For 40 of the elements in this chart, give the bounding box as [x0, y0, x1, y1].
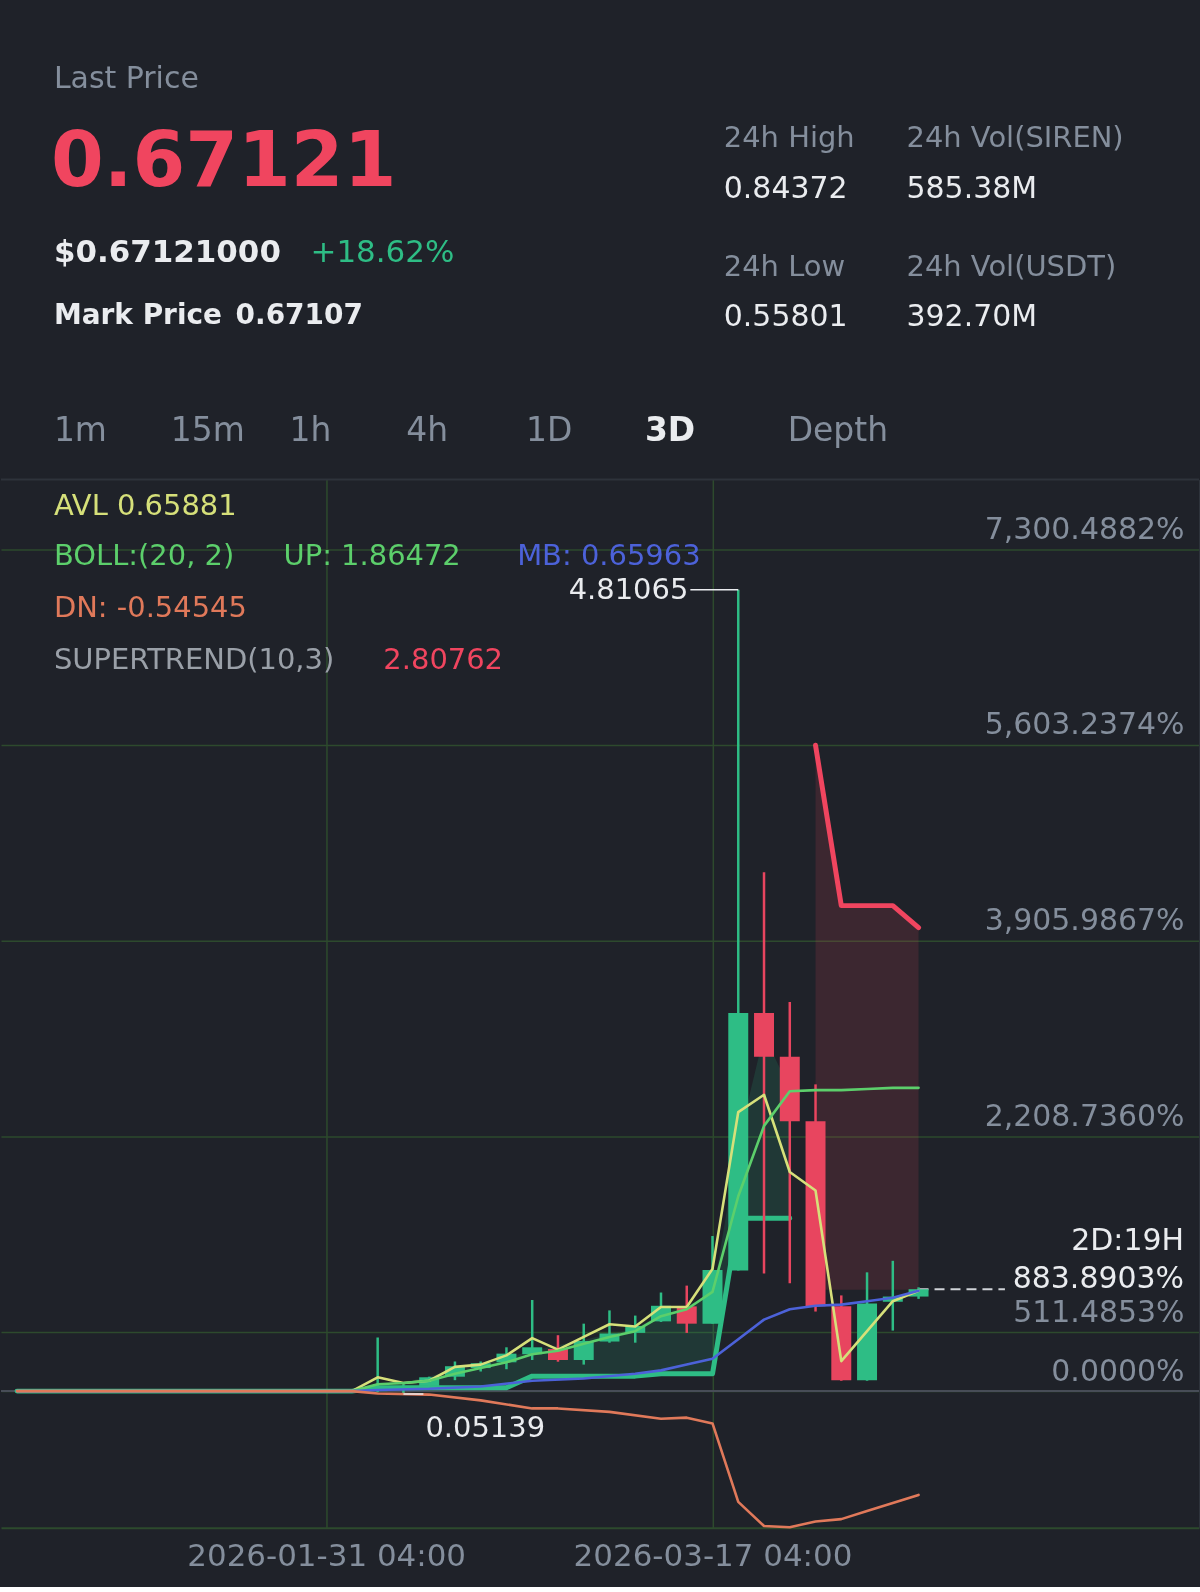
y-tick-label: 2,208.7360% — [984, 1097, 1185, 1133]
text: 2.80762 — [383, 642, 504, 677]
text: 0.84372 — [723, 169, 848, 205]
text: 3D — [644, 409, 696, 449]
text: 1D — [526, 409, 573, 449]
text: 15m — [170, 409, 245, 449]
y-tick-label: 7,300.4882% — [984, 510, 1185, 546]
text: 24h Vol(USDT) — [906, 248, 1117, 283]
text: 585.38M — [906, 169, 1038, 205]
text: 1m — [53, 409, 107, 449]
y-tick-label: 0.0000% — [1051, 1352, 1185, 1388]
text: 4h — [406, 409, 449, 449]
text: $0.67121000 — [53, 232, 281, 269]
text: +18.62% — [310, 232, 455, 269]
text: MB: 0.65963 — [517, 538, 701, 573]
text: Depth — [787, 409, 889, 449]
annotation: BOLL:(20, 2) — [53, 538, 235, 573]
text: 392.70M — [906, 297, 1038, 333]
annotation: 4.81065 — [568, 571, 689, 606]
text: DN: -0.54545 — [53, 590, 247, 625]
text: Last Price — [53, 60, 199, 96]
text: Mark Price — [53, 297, 222, 331]
text: 0.67107 — [235, 297, 363, 331]
text: 24h High — [723, 120, 855, 155]
y-tick-label: 5,603.2374% — [984, 706, 1185, 742]
text: 24h Vol(SIREN) — [906, 120, 1124, 155]
text: 24h Low — [723, 248, 846, 283]
annotation: 0.05139 — [425, 1409, 546, 1444]
y-tick-label: 511.4853% — [1013, 1293, 1185, 1329]
y-tick-label: 3,905.9867% — [984, 902, 1185, 938]
text: 1h — [289, 409, 332, 449]
text: AVL 0.65881 — [53, 488, 237, 523]
text: 0.67121 — [50, 116, 397, 205]
annotation: SUPERTREND(10,3) — [53, 642, 335, 677]
text: UP: 1.86472 — [283, 538, 461, 573]
text: 0.55801 — [723, 297, 848, 333]
ref-line-label: 883.8903% — [1012, 1260, 1185, 1296]
annotation: 2D:19H — [1071, 1222, 1185, 1258]
x-tick-label: 2026-01-31 04:00 — [187, 1537, 467, 1574]
x-tick-label: 2026-03-17 04:00 — [573, 1537, 853, 1574]
